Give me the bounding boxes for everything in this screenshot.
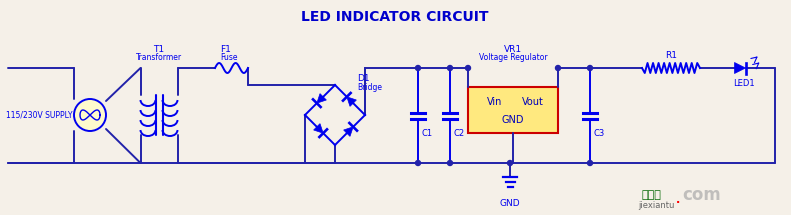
Text: R1: R1	[665, 51, 677, 60]
Text: D1: D1	[357, 74, 369, 83]
Polygon shape	[735, 63, 745, 74]
Circle shape	[448, 161, 452, 166]
Text: C3: C3	[594, 129, 605, 138]
Text: LED1: LED1	[733, 78, 755, 88]
Circle shape	[508, 161, 513, 166]
Circle shape	[555, 66, 561, 71]
Polygon shape	[314, 124, 324, 133]
Circle shape	[465, 66, 471, 71]
Circle shape	[74, 99, 106, 131]
Polygon shape	[343, 127, 354, 136]
Text: Transformer: Transformer	[136, 53, 182, 62]
Bar	[468, 87, 558, 133]
Text: Voltage Regulator: Voltage Regulator	[479, 53, 547, 62]
Text: F1: F1	[220, 45, 231, 54]
Text: Bridge: Bridge	[357, 83, 382, 92]
Circle shape	[588, 66, 592, 71]
Circle shape	[588, 161, 592, 166]
Text: T1: T1	[153, 45, 165, 54]
Text: C2: C2	[454, 129, 465, 138]
Circle shape	[448, 66, 452, 71]
Polygon shape	[317, 94, 327, 103]
Text: .: .	[676, 195, 680, 205]
Text: Vin: Vin	[487, 97, 503, 107]
Text: LED INDICATOR CIRCUIT: LED INDICATOR CIRCUIT	[301, 10, 489, 24]
Circle shape	[415, 161, 421, 166]
Text: VR1: VR1	[504, 45, 522, 54]
Polygon shape	[346, 97, 357, 106]
Text: 115/230V SUPPLY: 115/230V SUPPLY	[6, 111, 72, 120]
Text: Vout: Vout	[522, 97, 543, 107]
Text: GND: GND	[501, 115, 524, 125]
Text: Fuse: Fuse	[220, 53, 237, 62]
Text: com: com	[682, 186, 721, 204]
Text: 接线图: 接线图	[642, 190, 662, 200]
Text: C1: C1	[422, 129, 433, 138]
Circle shape	[415, 66, 421, 71]
Text: jiexiantu: jiexiantu	[638, 201, 675, 209]
Text: GND: GND	[500, 199, 520, 208]
